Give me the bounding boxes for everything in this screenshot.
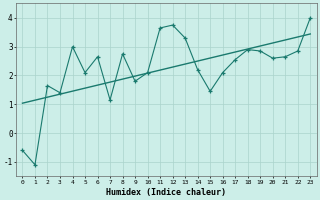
X-axis label: Humidex (Indice chaleur): Humidex (Indice chaleur) — [106, 188, 226, 197]
